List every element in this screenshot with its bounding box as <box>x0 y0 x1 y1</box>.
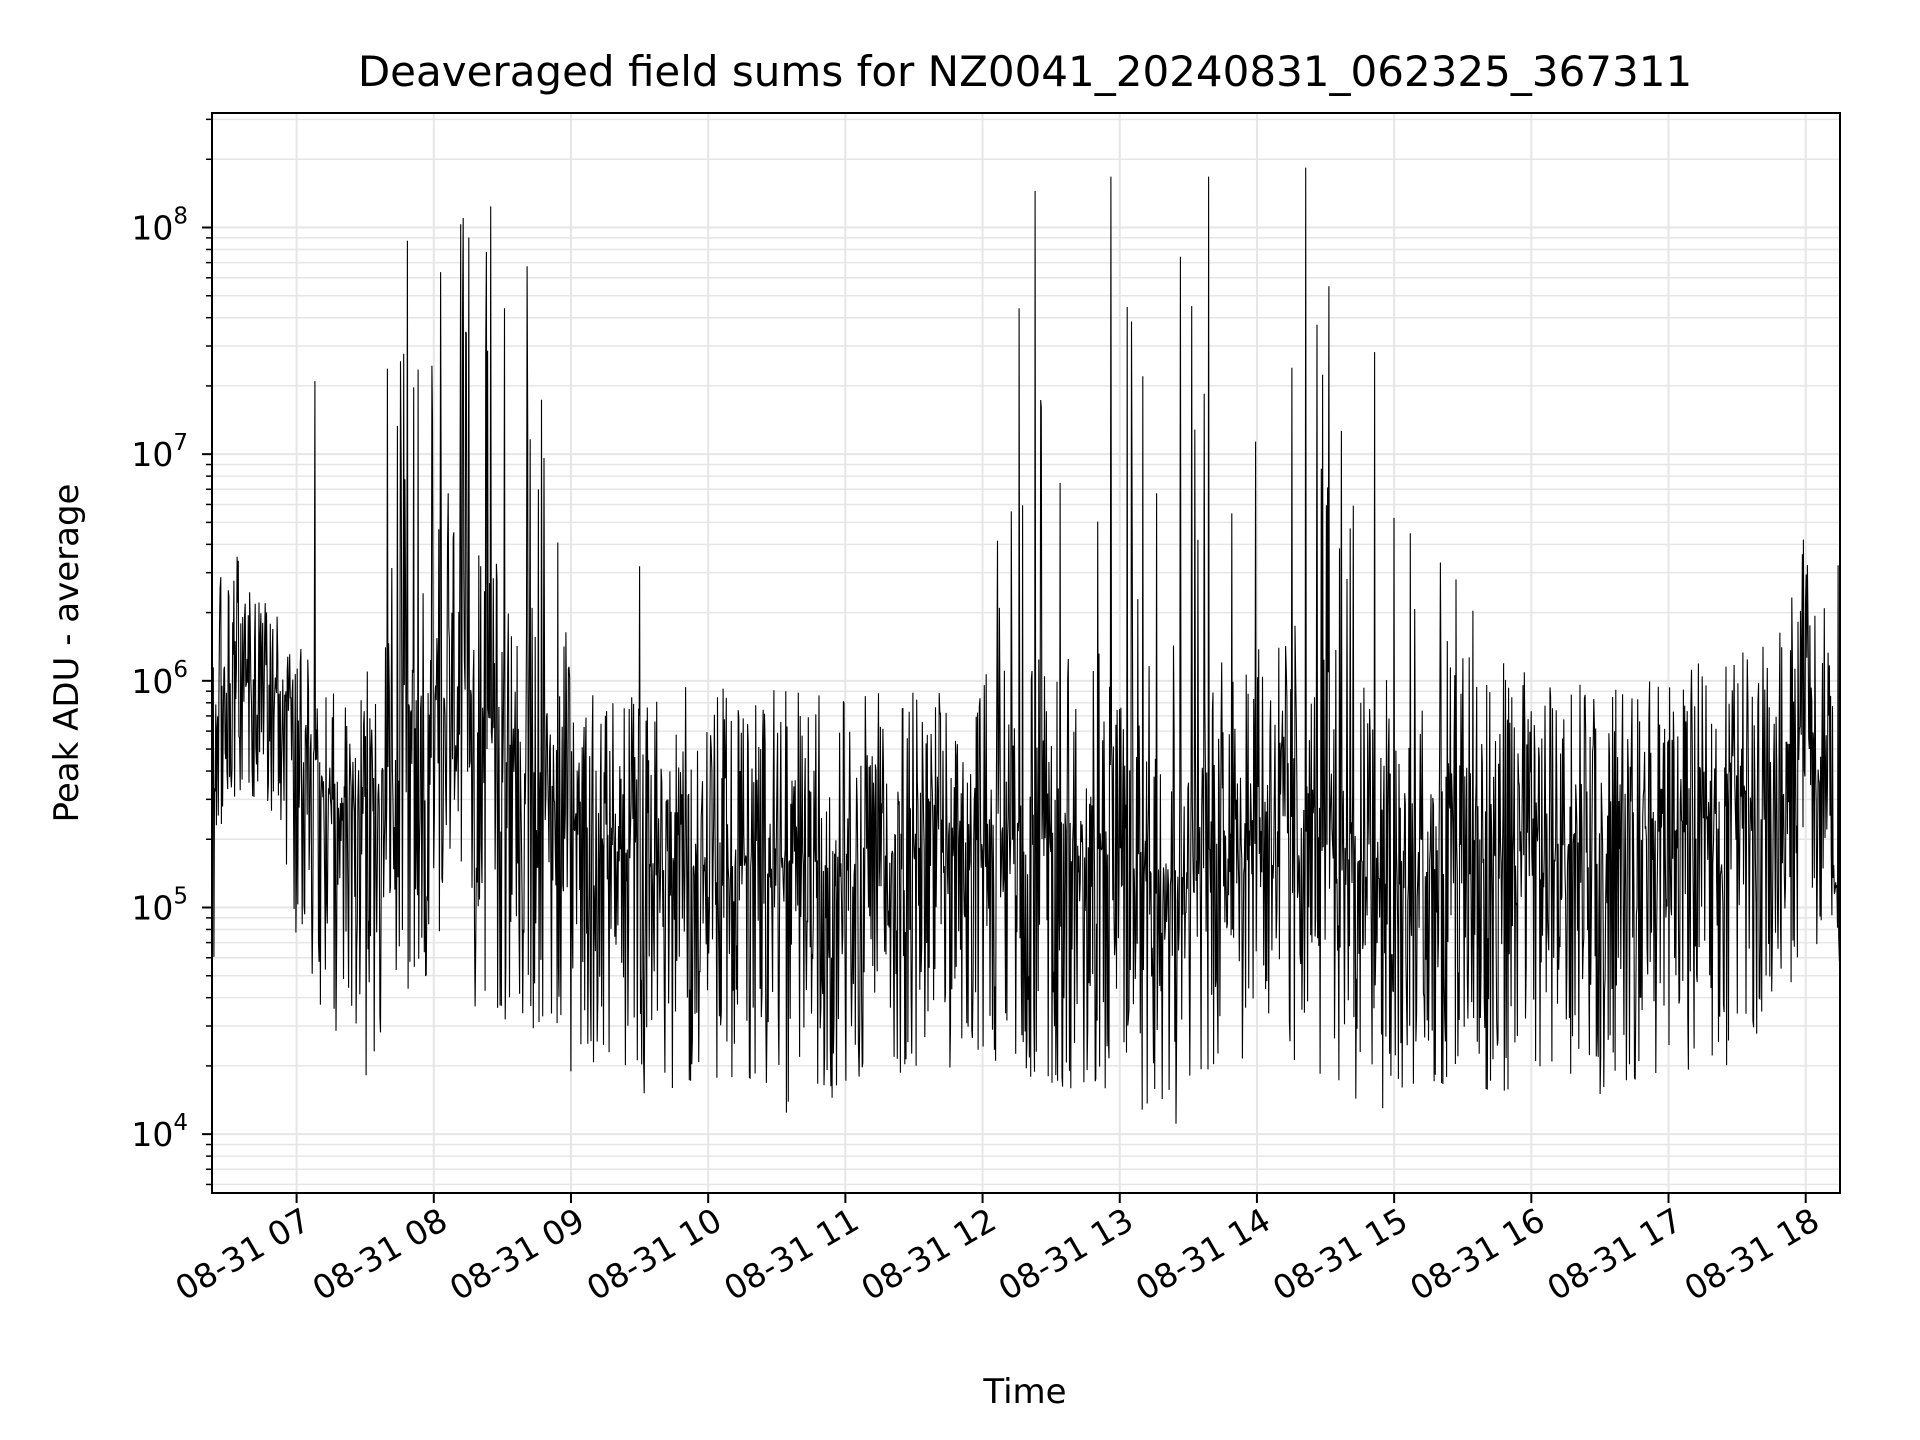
y-tick-label: 106 <box>131 657 188 701</box>
y-tick-exponent: 7 <box>173 430 188 456</box>
data-series-line <box>211 167 1841 1124</box>
y-tick-exponent: 6 <box>173 657 188 683</box>
y-tick-exponent: 5 <box>173 883 188 909</box>
y-axis-label: Peak ADU - average <box>47 484 87 823</box>
y-tick-base: 10 <box>131 662 173 701</box>
plot-frame <box>211 112 1841 1194</box>
y-tick-base: 10 <box>131 208 173 247</box>
y-tick-label: 108 <box>131 203 188 247</box>
y-tick-base: 10 <box>131 435 173 474</box>
y-tick-base: 10 <box>131 1115 173 1154</box>
y-tick-label: 105 <box>131 883 188 927</box>
y-tick-exponent: 8 <box>173 203 188 229</box>
y-tick-label: 104 <box>131 1110 188 1154</box>
chart-title: Deaveraged field sums for NZ0041_2024083… <box>358 47 1692 96</box>
y-tick-base: 10 <box>131 888 173 927</box>
x-axis-label: Time <box>982 1372 1066 1412</box>
series-line <box>211 167 1841 1124</box>
y-tick-exponent: 4 <box>173 1110 188 1136</box>
y-tick-label: 107 <box>131 430 188 474</box>
